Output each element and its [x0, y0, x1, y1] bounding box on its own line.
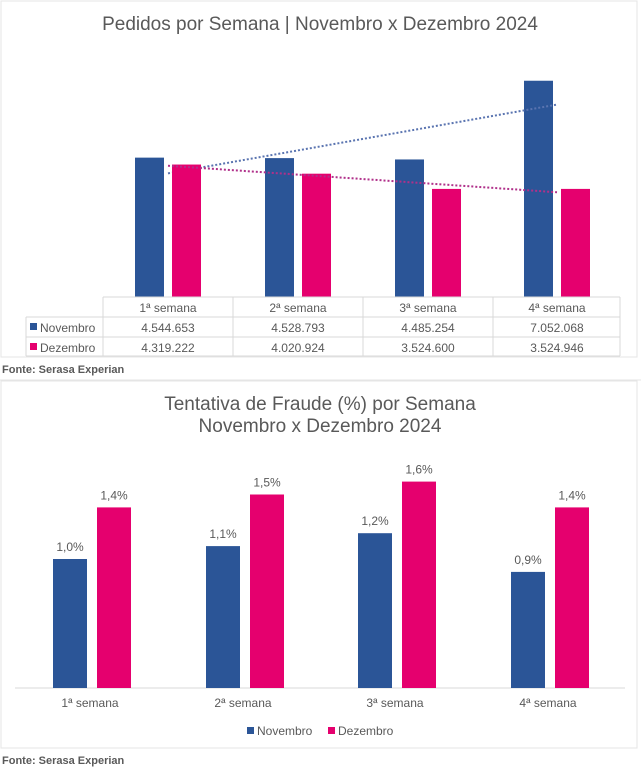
- bar-novembro-2: [265, 158, 294, 297]
- x-tick-label: 4ª semana: [519, 696, 576, 710]
- data-label: 1,0%: [56, 540, 84, 554]
- bar-novembro-1: [135, 157, 164, 297]
- legend-key-dezembro: [30, 343, 37, 350]
- bar-dezembro-1: [172, 164, 201, 297]
- bar-novembro-2: [206, 546, 240, 688]
- data-label: 1,5%: [253, 476, 281, 490]
- bar-dezembro-3: [432, 188, 461, 297]
- bar-novembro-3: [358, 533, 392, 688]
- table-cell: 7.052.068: [530, 321, 584, 335]
- trendline-novembro: [167, 103, 558, 175]
- table-cell: 4.319.222: [141, 341, 195, 355]
- chart2-source: Fonte: Serasa Experian: [2, 755, 125, 767]
- legend-label-novembro: Novembro: [257, 724, 313, 738]
- bar-novembro-4: [511, 571, 545, 688]
- x-tick-label: 1ª semana: [61, 696, 118, 710]
- table-cell: 4.020.924: [271, 341, 325, 355]
- data-label: 1,4%: [100, 488, 128, 502]
- table-row-label: Dezembro: [40, 341, 96, 355]
- chart2-title-line2: Novembro x Dezembro 2024: [199, 416, 442, 437]
- x-tick-label: 3ª semana: [366, 696, 423, 710]
- table-cell: 3.524.600: [401, 341, 455, 355]
- legend-key-dezembro: [328, 727, 335, 734]
- bar-dezembro-2: [250, 494, 284, 688]
- trendline-dezembro: [167, 164, 558, 194]
- table-header-1: 1ª semana: [139, 301, 196, 315]
- table-header-4: 4ª semana: [528, 301, 585, 315]
- table-row-label: Novembro: [40, 321, 96, 335]
- table-header-3: 3ª semana: [399, 301, 456, 315]
- bar-novembro-4: [524, 80, 553, 298]
- data-label: 1,1%: [209, 527, 237, 541]
- table-cell: 4.485.254: [401, 321, 455, 335]
- bar-dezembro-4: [555, 507, 589, 688]
- data-label: 1,6%: [405, 463, 433, 477]
- chart2-title-line1: Tentativa de Fraude (%) por Semana: [164, 394, 476, 415]
- bar-dezembro-3: [402, 481, 436, 688]
- bar-dezembro-1: [97, 507, 131, 688]
- legend-label-dezembro: Dezembro: [338, 724, 394, 738]
- bar-novembro-1: [53, 559, 87, 688]
- bar-dezembro-2: [302, 173, 331, 297]
- table-cell: 3.524.946: [530, 341, 584, 355]
- bar-novembro-3: [395, 159, 424, 297]
- chart1-source: Fonte: Serasa Experian: [2, 364, 125, 376]
- table-header-2: 2ª semana: [269, 301, 326, 315]
- table-cell: 4.544.653: [141, 321, 195, 335]
- legend-key-novembro: [247, 727, 254, 734]
- chart2-plot: 1,0% 1,1% 1,2% 0,9% 1,4% 1,5% 1,6% 1,4% 1ª seman…: [15, 463, 625, 738]
- table-cell: 4.528.793: [271, 321, 325, 335]
- x-tick-label: 2ª semana: [214, 696, 271, 710]
- data-label: 1,2%: [361, 514, 389, 528]
- chart1-title: Pedidos por Semana | Novembro x Dezembro…: [102, 14, 538, 35]
- bar-dezembro-4: [561, 188, 590, 297]
- data-label: 1,4%: [558, 488, 586, 502]
- data-label: 0,9%: [514, 553, 542, 567]
- chart1-plot: 1ª semana 2ª semana 3ª semana 4ª semana Nove…: [25, 80, 621, 357]
- legend-key-novembro: [30, 323, 37, 330]
